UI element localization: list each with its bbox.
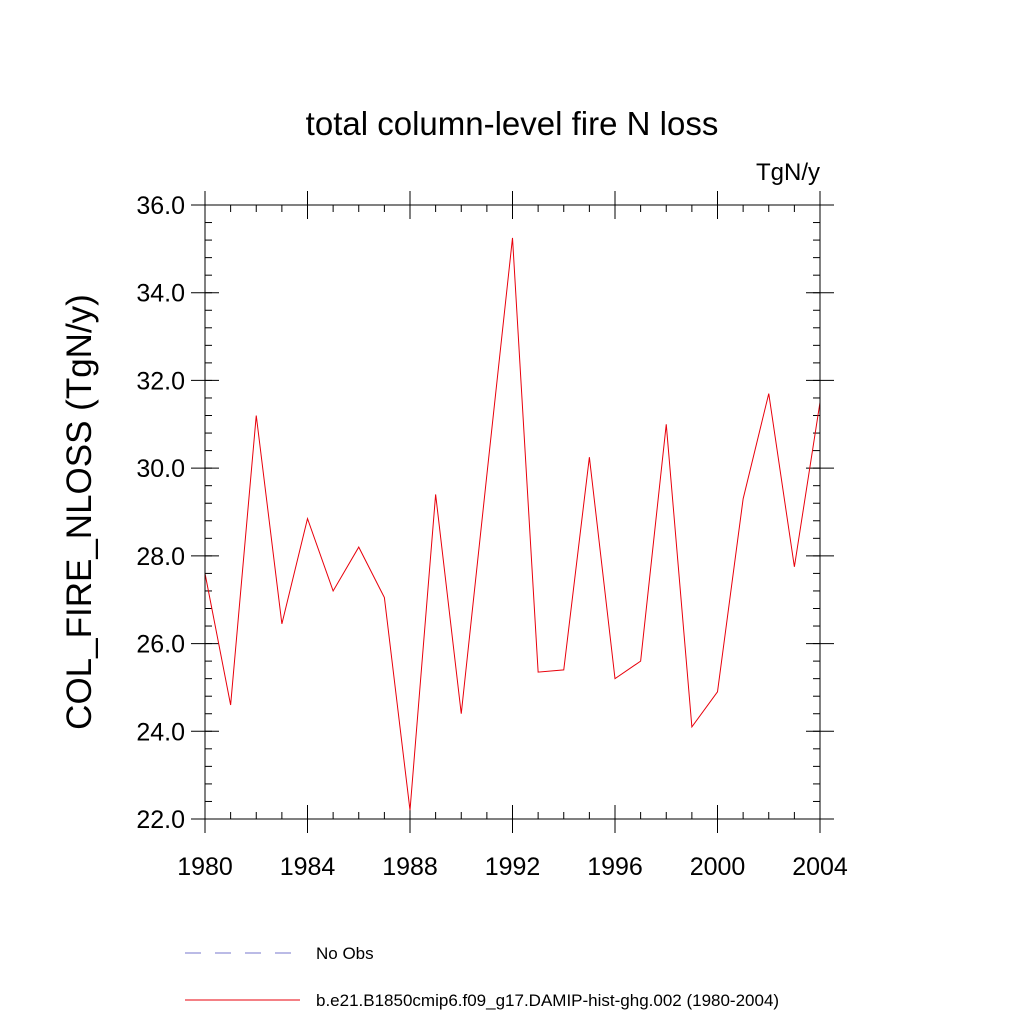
- y-tick-label: 26.0: [136, 631, 185, 659]
- y-tick-label: 34.0: [136, 280, 185, 308]
- series-line-0: [204, 237, 821, 811]
- y-tick-label: 30.0: [136, 455, 185, 483]
- y-tick-label: 22.0: [136, 806, 185, 834]
- legend-label-no-obs: No Obs: [316, 944, 374, 963]
- x-tick-label: 1996: [587, 853, 643, 881]
- y-tick-label: 32.0: [136, 367, 185, 395]
- y-tick-labels: 22.0 24.0 26.0 28.0 30.0 32.0 34.0 36.0: [136, 192, 185, 834]
- plot-frame: [204, 204, 821, 820]
- legend-label-model: b.e21.B1850cmip6.f09_g17.DAMIP-hist-ghg.…: [316, 991, 779, 1010]
- series-lines: [204, 237, 821, 811]
- x-tick-label: 2004: [792, 853, 848, 881]
- axis-ticks: [191, 191, 834, 833]
- x-tick-label: 1984: [280, 853, 336, 881]
- x-tick-label: 1988: [382, 853, 438, 881]
- chart-title: total column-level fire N loss: [306, 105, 719, 142]
- y-tick-label: 28.0: [136, 543, 185, 571]
- legend: No Obs b.e21.B1850cmip6.f09_g17.DAMIP-hi…: [185, 944, 779, 1010]
- units-label: TgN/y: [756, 159, 820, 186]
- y-tick-label: 24.0: [136, 718, 185, 746]
- y-tick-label: 36.0: [136, 192, 185, 220]
- x-tick-label: 1980: [177, 853, 233, 881]
- x-tick-label: 2000: [690, 853, 746, 881]
- x-tick-labels: 1980 1984 1988 1992 1996 2000 2004: [177, 853, 848, 881]
- x-tick-label: 1992: [485, 853, 541, 881]
- y-axis-label: COL_FIRE_NLOSS (TgN/y): [60, 294, 99, 730]
